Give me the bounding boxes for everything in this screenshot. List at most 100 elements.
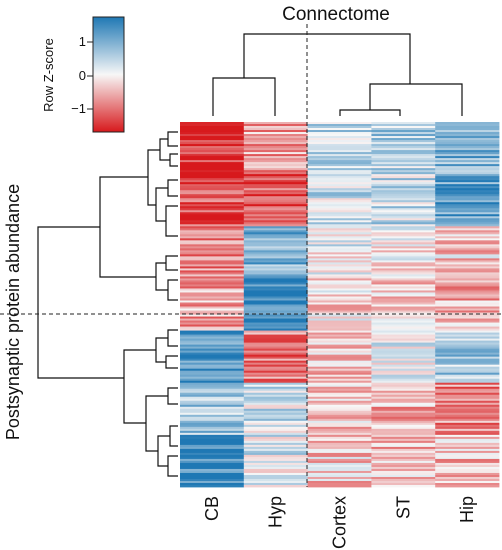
heatmap-cell (371, 366, 436, 370)
heatmap-cell (307, 416, 372, 420)
heatmap-cell (180, 314, 245, 317)
heatmap-cell (371, 396, 436, 400)
heatmap-cell (180, 294, 245, 297)
heatmap-cell (371, 152, 436, 155)
heatmap-cell (435, 406, 500, 410)
heatmap-cell (307, 156, 372, 159)
heatmap-cell (435, 274, 500, 277)
heatmap-cell (307, 186, 372, 189)
heatmap-cell (307, 392, 372, 396)
heatmap-cell (307, 184, 372, 187)
heatmap-cell (371, 406, 436, 410)
heatmap-cell (307, 256, 372, 259)
heatmap-cell (371, 282, 436, 285)
heatmap-cell (243, 190, 308, 193)
heatmap-cell (307, 190, 372, 193)
heatmap-cell (180, 356, 245, 360)
heatmap-cell (307, 142, 372, 145)
heatmap-cell (435, 372, 500, 376)
heatmap-cell (307, 160, 372, 163)
heatmap-cell (371, 356, 436, 360)
heatmap-cell (307, 480, 372, 484)
heatmap-cell (180, 430, 245, 434)
heatmap-cell (180, 134, 245, 137)
heatmap-cell (307, 476, 372, 480)
heatmap-cell (180, 460, 245, 464)
heatmap-cell (371, 390, 436, 394)
heatmap-cell (371, 416, 436, 420)
heatmap-cell (371, 362, 436, 366)
heatmap-cell (371, 386, 436, 390)
heatmap-cell (243, 212, 308, 215)
heatmap-cell (243, 410, 308, 414)
heatmap-cell (180, 422, 245, 426)
heatmap-cell (180, 462, 245, 466)
heatmap-cell (435, 226, 500, 229)
heatmap-cell (435, 402, 500, 406)
heatmap-cell (435, 242, 500, 245)
heatmap-cell (307, 270, 372, 273)
heatmap-cell (371, 224, 436, 227)
heatmap-cell (371, 360, 436, 364)
heatmap-cell (243, 254, 308, 257)
heatmap-cell (371, 372, 436, 376)
heatmap-cell (307, 146, 372, 149)
heatmap-cell (307, 422, 372, 426)
heatmap-cell (435, 144, 500, 147)
heatmap-cell (371, 454, 436, 458)
heatmap-cell (180, 218, 245, 221)
heatmap-cell (307, 238, 372, 241)
heatmap-cell (180, 374, 245, 378)
heatmap-cell (371, 382, 436, 386)
heatmap-cell (435, 422, 500, 426)
heatmap-cell (243, 226, 308, 229)
heatmap-cell (435, 270, 500, 273)
heatmap-cell (307, 268, 372, 271)
heatmap-cell (371, 218, 436, 221)
heatmap-cell (243, 280, 308, 283)
heatmap-cell (435, 126, 500, 129)
heatmap-cell (180, 442, 245, 446)
heatmap-cell (371, 308, 436, 311)
heatmap-cell (371, 180, 436, 183)
heatmap-cell (371, 158, 436, 161)
heatmap-cell (435, 288, 500, 291)
heatmap-cell (180, 452, 245, 456)
heatmap-cell (435, 344, 500, 348)
heatmap-cell (435, 450, 500, 454)
heatmap-cell (307, 224, 372, 227)
heatmap-cell (371, 410, 436, 414)
heatmap-cell (435, 204, 500, 207)
heatmap-cell (180, 212, 245, 215)
heatmap-cell (243, 136, 308, 139)
heatmap-cell (307, 244, 372, 247)
heatmap-cell (371, 174, 436, 177)
heatmap-cell (180, 342, 245, 346)
heatmap-cell (307, 342, 372, 346)
heatmap-cell (243, 384, 308, 388)
heatmap-cell (435, 370, 500, 374)
heatmap-cell (180, 296, 245, 299)
heatmap-cell (371, 442, 436, 446)
heatmap-cell (435, 206, 500, 209)
heatmap-cell (243, 406, 308, 410)
heatmap-cell (371, 350, 436, 354)
heatmap-cell (243, 154, 308, 157)
heatmap-cell (243, 294, 308, 297)
heatmap-cell (243, 322, 308, 325)
heatmap-cell (435, 128, 500, 131)
heatmap-cell (180, 284, 245, 287)
heatmap-cell (307, 134, 372, 137)
heatmap-cell (371, 472, 436, 476)
heatmap-cell (180, 240, 245, 243)
heatmap-cell (371, 338, 436, 341)
heatmap-cell (180, 466, 245, 470)
heatmap-cell (307, 386, 372, 390)
heatmap-cell (371, 292, 436, 295)
heatmap-cell (307, 126, 372, 129)
heatmap-cell (243, 456, 308, 460)
heatmap-cell (435, 340, 500, 344)
heatmap-cell (307, 484, 372, 488)
heatmap-cell (180, 186, 245, 189)
heatmap-cell (307, 438, 372, 442)
